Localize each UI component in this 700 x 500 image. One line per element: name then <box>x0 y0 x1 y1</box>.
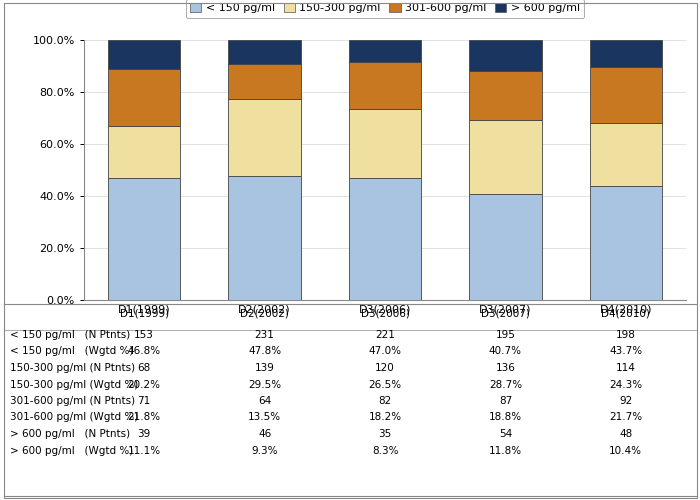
Text: 48: 48 <box>620 429 632 439</box>
Bar <box>108 126 181 178</box>
Bar <box>469 194 542 300</box>
Text: 13.5%: 13.5% <box>248 412 281 422</box>
Text: D4(2010): D4(2010) <box>601 308 650 318</box>
Text: 87: 87 <box>499 396 512 406</box>
Legend: < 150 pg/ml, 150-300 pg/ml, 301-600 pg/ml, > 600 pg/ml: < 150 pg/ml, 150-300 pg/ml, 301-600 pg/m… <box>186 0 584 18</box>
Text: 195: 195 <box>496 330 515 340</box>
Text: 139: 139 <box>255 363 274 373</box>
Text: 120: 120 <box>375 363 395 373</box>
Text: 136: 136 <box>496 363 515 373</box>
Bar <box>349 178 421 300</box>
Bar <box>108 69 181 126</box>
Text: 47.8%: 47.8% <box>248 346 281 356</box>
Text: 26.5%: 26.5% <box>368 380 402 390</box>
Text: 29.5%: 29.5% <box>248 380 281 390</box>
Text: 46.8%: 46.8% <box>127 346 161 356</box>
Text: 301-600 pg/ml (N Ptnts): 301-600 pg/ml (N Ptnts) <box>10 396 136 406</box>
Bar <box>228 40 301 64</box>
Text: 18.2%: 18.2% <box>368 412 402 422</box>
Text: 46: 46 <box>258 429 271 439</box>
Text: 153: 153 <box>134 330 154 340</box>
Text: 64: 64 <box>258 396 271 406</box>
Text: D3(2006): D3(2006) <box>360 308 409 318</box>
Text: 10.4%: 10.4% <box>609 446 643 456</box>
Text: 11.1%: 11.1% <box>127 446 161 456</box>
Text: 231: 231 <box>255 330 274 340</box>
Text: < 150 pg/ml   (N Ptnts): < 150 pg/ml (N Ptnts) <box>10 330 131 340</box>
Bar <box>228 64 301 99</box>
Text: 35: 35 <box>379 429 391 439</box>
Text: 24.3%: 24.3% <box>609 380 643 390</box>
Text: 47.0%: 47.0% <box>368 346 402 356</box>
Bar <box>589 186 662 300</box>
Text: > 600 pg/ml   (N Ptnts): > 600 pg/ml (N Ptnts) <box>10 429 131 439</box>
Text: 221: 221 <box>375 330 395 340</box>
Text: 8.3%: 8.3% <box>372 446 398 456</box>
Text: 9.3%: 9.3% <box>251 446 278 456</box>
Text: 20.2%: 20.2% <box>127 380 161 390</box>
Bar <box>108 40 181 69</box>
Bar <box>349 62 421 109</box>
Text: 54: 54 <box>499 429 512 439</box>
Bar <box>589 123 662 186</box>
Text: 21.8%: 21.8% <box>127 412 161 422</box>
Text: 21.7%: 21.7% <box>609 412 643 422</box>
Bar <box>589 40 662 67</box>
Text: 28.7%: 28.7% <box>489 380 522 390</box>
Text: > 600 pg/ml   (Wgtd %): > 600 pg/ml (Wgtd %) <box>10 446 134 456</box>
Bar <box>108 178 181 300</box>
Text: 150-300 pg/ml (Wgtd %): 150-300 pg/ml (Wgtd %) <box>10 380 139 390</box>
Bar <box>469 40 542 70</box>
Bar <box>349 40 421 62</box>
Text: 114: 114 <box>616 363 636 373</box>
Bar <box>228 99 301 176</box>
Text: D3(2007): D3(2007) <box>481 308 530 318</box>
Text: 39: 39 <box>138 429 150 439</box>
Text: 82: 82 <box>379 396 391 406</box>
Bar <box>469 120 542 194</box>
Bar <box>589 67 662 123</box>
Text: D1(1999): D1(1999) <box>120 308 169 318</box>
Text: 43.7%: 43.7% <box>609 346 643 356</box>
Text: 40.7%: 40.7% <box>489 346 522 356</box>
Text: D2(2002): D2(2002) <box>240 308 289 318</box>
Text: 150-300 pg/ml (N Ptnts): 150-300 pg/ml (N Ptnts) <box>10 363 136 373</box>
Text: 11.8%: 11.8% <box>489 446 522 456</box>
Bar <box>228 176 301 300</box>
Text: 71: 71 <box>138 396 150 406</box>
Bar <box>469 70 542 120</box>
Text: < 150 pg/ml   (Wgtd %): < 150 pg/ml (Wgtd %) <box>10 346 134 356</box>
Bar <box>349 109 421 178</box>
Text: 18.8%: 18.8% <box>489 412 522 422</box>
Text: 301-600 pg/ml (Wgtd %): 301-600 pg/ml (Wgtd %) <box>10 412 139 422</box>
Text: 68: 68 <box>138 363 150 373</box>
Text: 198: 198 <box>616 330 636 340</box>
Text: 92: 92 <box>620 396 632 406</box>
